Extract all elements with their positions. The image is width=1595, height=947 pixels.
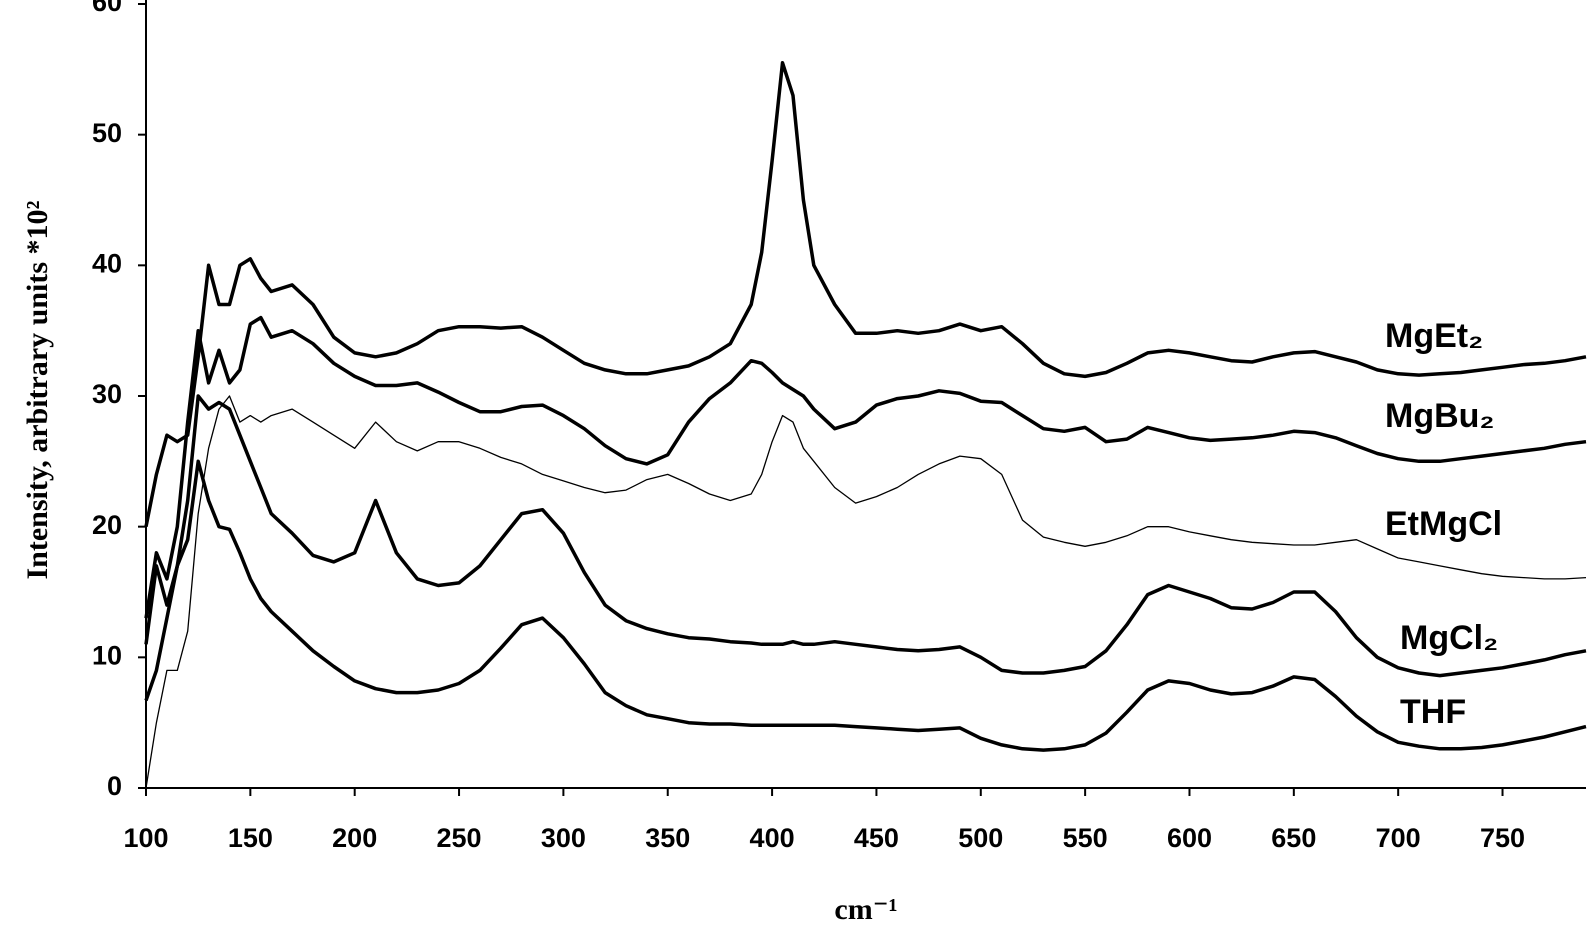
y-tick-label: 60 [92, 0, 122, 17]
x-tick-label: 600 [1167, 823, 1212, 853]
series-label: THF [1400, 693, 1466, 731]
x-tick-label: 500 [958, 823, 1003, 853]
series-line [144, 394, 1587, 678]
x-tick-label: 250 [437, 823, 482, 853]
series-label: MgEt₂ [1385, 317, 1483, 355]
y-tick-label: 40 [92, 248, 122, 278]
series-line [144, 61, 1587, 528]
x-tick-label: 400 [750, 823, 795, 853]
x-axis-label: cm⁻¹ [834, 893, 897, 926]
y-tick-label: 10 [92, 640, 122, 670]
y-tick-label: 0 [107, 771, 122, 801]
x-tick-label: 200 [332, 823, 377, 853]
x-tick-label: 150 [228, 823, 273, 853]
y-tick-label: 20 [92, 510, 122, 540]
series-line [144, 315, 1587, 619]
series-label: EtMgCl [1385, 505, 1502, 543]
x-tick-label: 650 [1271, 823, 1316, 853]
series-label: MgBu₂ [1385, 397, 1495, 435]
x-tick-label: 550 [1063, 823, 1108, 853]
x-tick-label: 300 [541, 823, 586, 853]
series-label: MgCl₂ [1400, 619, 1498, 657]
x-tick-label: 100 [123, 823, 168, 853]
y-tick-label: 50 [92, 118, 122, 148]
y-axis-label: Intensity, arbitrary units *10² [21, 200, 54, 579]
x-tick-label: 700 [1376, 823, 1421, 853]
x-tick-label: 350 [645, 823, 690, 853]
y-tick-label: 30 [92, 379, 122, 409]
series-line [145, 395, 1587, 789]
x-tick-label: 750 [1480, 823, 1525, 853]
x-tick-label: 450 [854, 823, 899, 853]
series-line [144, 459, 1587, 752]
